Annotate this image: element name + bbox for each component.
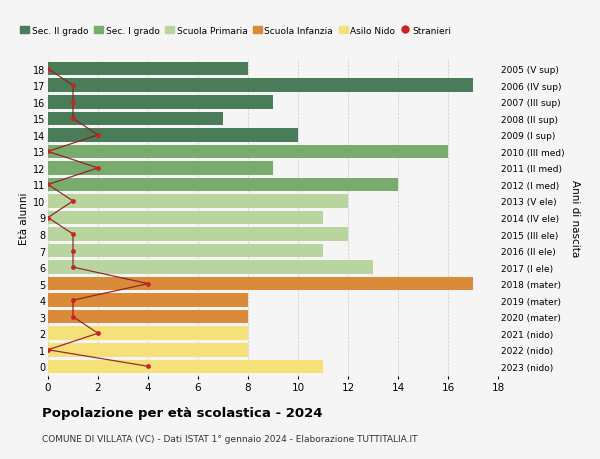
Bar [48, 327, 248, 340]
Point [93, 132, 103, 139]
Bar [48, 79, 473, 93]
Bar [48, 162, 273, 175]
Point [43, 181, 53, 189]
Text: Popolazione per età scolastica - 2024: Popolazione per età scolastica - 2024 [42, 406, 323, 419]
Point [43, 346, 53, 353]
Point [143, 363, 153, 370]
Legend: Sec. II grado, Sec. I grado, Scuola Primaria, Scuola Infanzia, Asilo Nido, Stran: Sec. II grado, Sec. I grado, Scuola Prim… [17, 23, 455, 39]
Point [68, 297, 78, 304]
Point [68, 313, 78, 321]
Point [43, 214, 53, 222]
Point [68, 99, 78, 106]
Bar [48, 96, 273, 109]
Bar [48, 360, 323, 373]
Bar [48, 129, 298, 142]
Y-axis label: Anni di nascita: Anni di nascita [570, 179, 580, 257]
Bar [48, 244, 323, 258]
Bar [48, 228, 348, 241]
Point [68, 264, 78, 271]
Point [68, 83, 78, 90]
Bar [48, 261, 373, 274]
Y-axis label: Età alunni: Età alunni [19, 192, 29, 244]
Point [143, 280, 153, 288]
Bar [48, 277, 473, 291]
Point [93, 165, 103, 172]
Bar [48, 63, 248, 76]
Point [43, 148, 53, 156]
Bar [48, 343, 248, 357]
Bar [48, 294, 248, 307]
Point [93, 330, 103, 337]
Point [68, 231, 78, 238]
Bar [48, 195, 348, 208]
Bar [48, 112, 223, 126]
Point [68, 247, 78, 255]
Text: COMUNE DI VILLATA (VC) - Dati ISTAT 1° gennaio 2024 - Elaborazione TUTTITALIA.IT: COMUNE DI VILLATA (VC) - Dati ISTAT 1° g… [42, 434, 418, 443]
Point [43, 66, 53, 73]
Point [68, 115, 78, 123]
Bar [48, 211, 323, 225]
Bar [48, 146, 448, 159]
Bar [48, 178, 398, 192]
Point [68, 198, 78, 205]
Bar [48, 310, 248, 324]
